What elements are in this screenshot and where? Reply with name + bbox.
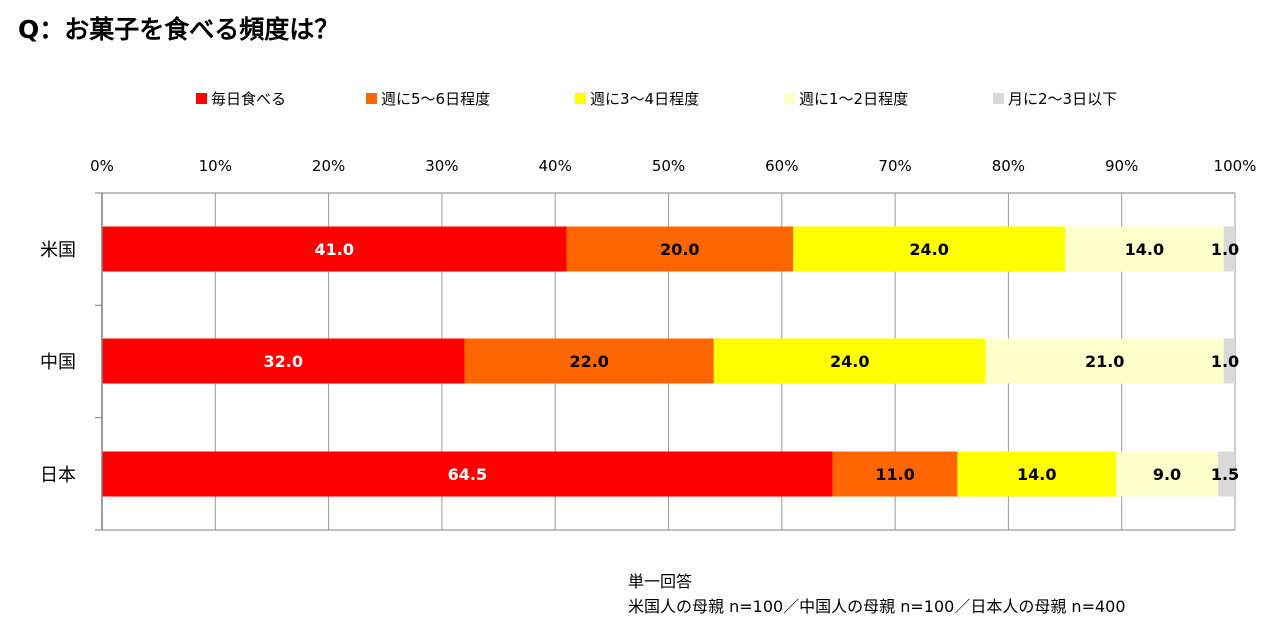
legend-swatch	[575, 93, 586, 104]
data-label: 11.0	[875, 465, 914, 484]
category-label: 日本	[40, 465, 76, 486]
data-label: 24.0	[830, 352, 869, 371]
data-label: 32.0	[264, 352, 303, 371]
x-tick-label: 70%	[878, 157, 911, 175]
bar-segment	[1223, 338, 1235, 384]
category-label: 中国	[40, 352, 76, 373]
data-label: 64.5	[448, 465, 487, 484]
bars: 41.0 20.0 24.0 14.0 1.0 32.0 22.0 24.0 21.0 1.0 64…	[102, 226, 1239, 497]
bar-segment	[713, 338, 986, 384]
legend-swatch	[993, 93, 1004, 104]
chart-title: Q：お菓子を食べる頻度は？	[18, 15, 340, 44]
bar-segment	[102, 226, 567, 272]
legend-swatch	[784, 93, 795, 104]
bar-segment	[985, 338, 1224, 384]
answer-type-note: 単一回答	[628, 572, 693, 591]
data-label: 20.0	[660, 240, 699, 259]
legend-swatch	[196, 93, 207, 104]
legend-label: 毎日食べる	[211, 90, 286, 108]
legend-label: 週に5～6日程度	[381, 90, 490, 108]
legend-label: 月に2～3日以下	[1008, 90, 1117, 108]
data-label: 14.0	[1017, 465, 1056, 484]
x-tick-label: 0%	[90, 157, 114, 175]
data-label: 1.5	[1211, 465, 1239, 484]
data-label: 22.0	[569, 352, 608, 371]
bar-segment	[1065, 226, 1224, 272]
category-label: 米国	[40, 240, 76, 261]
x-tick-label: 10%	[199, 157, 232, 175]
sample-size-note: 米国人の母親 n=100／中国人の母親 n=100／日本人の母親 n=400	[628, 597, 1126, 616]
legend-label: 週に3～4日程度	[590, 90, 699, 108]
data-label: 24.0	[909, 240, 948, 259]
data-label: 21.0	[1085, 352, 1124, 371]
legend-label: 週に1～2日程度	[799, 90, 908, 108]
bar-segment	[1223, 226, 1235, 272]
bar-segment	[102, 451, 833, 497]
chart-footnote: 単一回答 米国人の母親 n=100／中国人の母親 n=100／日本人の母親 n=…	[628, 569, 1126, 619]
bar-segment	[464, 338, 714, 384]
x-tick-label: 50%	[652, 157, 685, 175]
data-label: 14.0	[1125, 240, 1164, 259]
bar-segment	[793, 226, 1066, 272]
x-tick-label: 40%	[539, 157, 572, 175]
bar-segment	[1218, 451, 1235, 497]
data-label: 9.0	[1153, 465, 1181, 484]
x-tick-label: 30%	[425, 157, 458, 175]
x-tick-label: 80%	[992, 157, 1025, 175]
bar-segment	[957, 451, 1117, 497]
x-tick-label: 20%	[312, 157, 345, 175]
bar-segment	[832, 451, 958, 497]
bar-segment	[1116, 451, 1219, 497]
x-tick-label: 60%	[765, 157, 798, 175]
x-tick-label: 100%	[1214, 157, 1257, 175]
bar-segment	[566, 226, 794, 272]
x-tick-label: 90%	[1105, 157, 1138, 175]
data-label: 1.0	[1211, 240, 1239, 259]
legend: 毎日食べる 週に5～6日程度 週に3～4日程度 週に1～2日程度 月に2～3日以下	[196, 90, 1117, 108]
data-label: 1.0	[1211, 352, 1239, 371]
bar-segment	[102, 338, 465, 384]
data-label: 41.0	[315, 240, 354, 259]
legend-swatch	[366, 93, 377, 104]
